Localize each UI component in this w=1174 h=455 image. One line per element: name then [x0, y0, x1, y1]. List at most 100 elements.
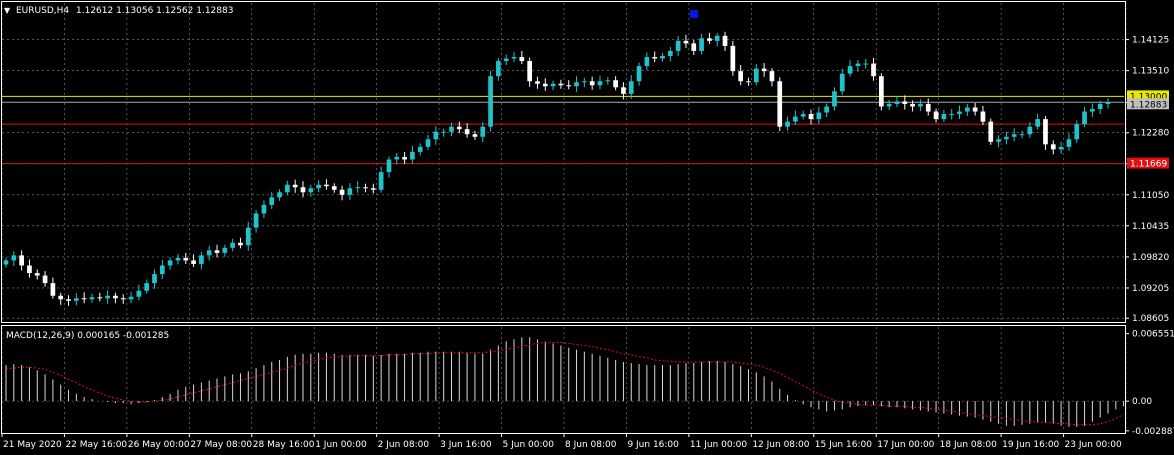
candle [589, 76, 595, 90]
candle [34, 269, 40, 280]
candle [394, 152, 400, 165]
candle [839, 68, 845, 95]
price-tick-label: 1.09205 [1132, 284, 1169, 294]
candle [300, 181, 306, 198]
time-tick-label: 17 Jun 00:00 [877, 440, 934, 450]
candle [425, 134, 431, 150]
candle [855, 60, 861, 72]
candle [1105, 98, 1111, 109]
candle [285, 180, 290, 196]
time-tick-label: 18 Jun 08:00 [940, 440, 997, 450]
candle [558, 79, 564, 89]
time-tick-label: 21 May 2020 [3, 440, 62, 450]
candle [433, 126, 439, 145]
time-tick-label: 2 Jun 08:00 [378, 440, 430, 450]
candle [3, 257, 9, 268]
candle [542, 78, 548, 91]
candle [988, 118, 994, 145]
candle [933, 108, 939, 123]
price-tag-label: 1.12883 [1130, 100, 1167, 110]
candle [730, 40, 736, 76]
candle [136, 284, 142, 301]
macd-tick-label: 0.006551 [1132, 330, 1174, 340]
candle [355, 181, 361, 193]
price-tick-label: 1.13510 [1132, 67, 1169, 77]
candle [785, 116, 790, 131]
candle [769, 68, 775, 87]
candle [50, 277, 56, 299]
time-tick-label: 22 May 16:00 [65, 440, 127, 450]
candle [66, 295, 71, 306]
candle [1043, 116, 1048, 150]
candle [972, 102, 978, 116]
candle [738, 65, 744, 86]
time-tick-label: 26 May 00:00 [128, 440, 190, 450]
candle [660, 52, 665, 62]
candle [1004, 131, 1009, 145]
candle [832, 87, 837, 111]
candle [199, 251, 204, 270]
candle [19, 250, 24, 271]
candle [863, 59, 869, 69]
candle [675, 35, 681, 56]
candle [167, 257, 173, 271]
candle [503, 54, 509, 66]
candle [683, 34, 689, 48]
candle [496, 58, 501, 81]
candle [230, 238, 235, 252]
candle [1050, 140, 1056, 155]
price-tick-label: 1.12280 [1132, 129, 1169, 139]
time-tick-label: 15 Jun 16:00 [815, 440, 872, 450]
candle [269, 191, 275, 209]
candle [73, 293, 79, 306]
price-tag-bg [1127, 90, 1169, 102]
candle [582, 77, 587, 88]
candle [753, 64, 759, 86]
candle [519, 50, 525, 65]
candle [957, 105, 962, 120]
candle [441, 128, 447, 137]
candle [277, 189, 282, 201]
price-tick-label: 1.08605 [1132, 314, 1169, 324]
candle [89, 293, 95, 303]
candle [628, 75, 634, 99]
horizontal-levels[interactable] [2, 95, 1124, 165]
candle [308, 184, 314, 197]
candle [644, 52, 650, 71]
time-tick-label: 9 Jun 16:00 [627, 440, 679, 450]
time-tick-label: 1 Jun 00:00 [315, 440, 367, 450]
time-tick-label: 23 Jun 00:00 [1065, 440, 1122, 450]
candle [152, 269, 157, 289]
candle [761, 63, 767, 77]
candle [964, 103, 970, 117]
macd-histogram [5, 337, 1125, 427]
candle [113, 292, 118, 304]
candle [105, 290, 110, 304]
candle [566, 80, 572, 90]
candle [1090, 103, 1095, 118]
candle [183, 252, 189, 264]
candle [691, 39, 697, 55]
signal-arrow-marker [690, 10, 698, 18]
candle [613, 76, 618, 91]
candle [292, 179, 298, 193]
macd-tick-label: -0.002887 [1132, 427, 1174, 437]
candle [574, 76, 579, 92]
candle [636, 62, 642, 86]
candle [535, 76, 540, 89]
candle [777, 77, 783, 132]
candle [449, 122, 454, 137]
candlestick-series [3, 31, 1111, 306]
time-tick-label: 27 May 08:00 [190, 440, 252, 450]
candle [417, 143, 423, 156]
time-tick-label: 28 May 16:00 [253, 440, 315, 450]
candle [699, 33, 704, 55]
candle [894, 96, 900, 107]
chart-menu-arrow-icon[interactable]: ▼ [4, 6, 11, 15]
candle [652, 51, 658, 63]
ohlc-values: 1.12612 1.13056 1.12562 1.12883 [76, 6, 233, 16]
candle [793, 110, 798, 126]
price-tick-label: 1.09820 [1132, 253, 1169, 263]
